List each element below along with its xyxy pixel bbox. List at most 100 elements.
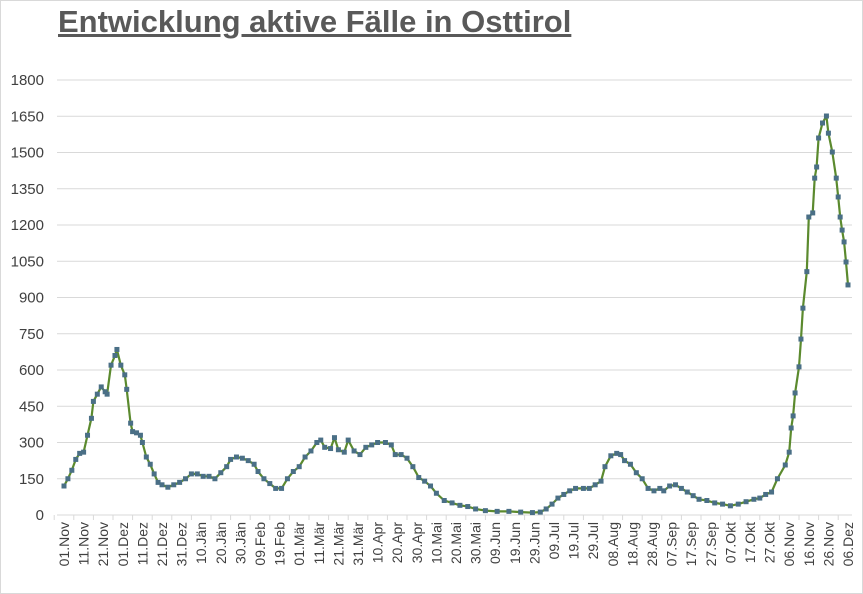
data-point-marker [318,437,324,443]
data-point-marker [416,475,422,481]
data-point-marker [382,440,388,445]
data-point-marker [194,471,200,477]
data-point-marker [351,448,357,454]
y-tick-label: 1650 [11,108,44,125]
data-point-marker [704,498,710,503]
data-point-marker [114,346,120,352]
data-point-marker [88,415,94,421]
data-point-marker [284,476,290,482]
data-point-marker [618,452,624,458]
data-point-marker [825,130,831,136]
data-point-marker [798,336,804,342]
data-point-marker [134,430,140,436]
x-tick-label: 30.Mai [468,522,484,564]
y-tick-label: 1200 [11,217,44,234]
data-point-marker [279,485,285,491]
data-point-marker [790,413,796,419]
data-point-marker [835,194,841,200]
data-point-marker [155,479,161,485]
data-point-marker [633,470,639,476]
x-tick-label: 16.Nov [801,522,817,566]
data-point-marker [537,509,543,515]
data-point-marker [331,435,337,441]
data-point-marker [77,450,83,456]
x-tick-label: 09.Jun [487,522,503,564]
data-point-marker [392,452,398,458]
x-tick-label: 27.Sep [703,522,719,567]
data-point-marker [61,483,67,489]
data-point-marker [580,485,586,491]
data-point-marker [678,485,684,491]
x-tick-label: 10.Apr [370,522,386,564]
data-point-marker [128,420,134,426]
data-point-marker [151,471,157,477]
data-point-marker [457,502,463,508]
data-point-marker [782,462,788,468]
data-point-marker [137,432,143,438]
x-tick-label: 06.Dez [840,522,856,566]
data-point-marker [98,384,104,390]
data-point-marker [328,446,334,452]
data-point-marker [727,503,733,509]
y-tick-label: 900 [19,290,44,307]
data-point-marker [357,452,363,458]
x-tick-label: 19.Feb [272,522,288,566]
x-tick-label: 19.Jul [566,522,582,559]
data-point-marker [845,282,851,288]
data-point-marker [73,456,79,462]
data-point-marker [212,476,218,482]
data-point-marker [314,440,320,445]
y-tick-label: 1350 [11,181,44,198]
data-point-marker [94,391,100,397]
data-point-marker [645,485,651,491]
data-point-marker [833,175,839,181]
data-point-marker [696,496,702,502]
data-point-marker [261,476,267,482]
x-tick-label: 19.Jun [507,522,523,564]
data-point-marker [171,482,177,488]
x-tick-label: 01.Mär [291,522,307,566]
data-point-marker [806,214,812,220]
data-point-marker [85,432,91,438]
data-point-marker [837,214,843,220]
data-point-marker [769,489,775,495]
y-tick-label: 0 [36,507,44,524]
x-tick-label: 10.Mai [428,522,444,564]
x-tick-label: 21.Nov [95,522,111,566]
data-point-marker [375,440,381,445]
data-point-marker [482,508,488,514]
data-point-marker [743,499,749,505]
data-point-marker [122,372,128,378]
data-point-marker [518,509,524,515]
data-point-marker [788,425,794,431]
data-point-marker [529,510,535,516]
data-point-marker [661,488,667,494]
data-point-marker [228,456,234,462]
x-tick-label: 20.Apr [389,522,405,564]
x-tick-label: 09.Feb [252,522,268,566]
data-point-marker [118,362,124,368]
data-point-marker [165,484,171,490]
data-point-marker [839,227,845,233]
data-point-marker [296,464,302,470]
data-point-marker [433,490,439,496]
data-point-marker [335,447,341,453]
data-point-marker [673,482,679,488]
data-point-marker [188,471,194,477]
data-point-marker [573,485,579,491]
gridlines [57,79,852,516]
data-point-marker [218,470,224,476]
data-point-marker [800,305,806,311]
x-tick-label: 29.Jul [585,522,601,559]
data-point-marker [341,449,347,455]
data-point-marker [804,269,810,275]
data-point-marker [124,386,130,392]
data-point-marker [751,496,757,502]
data-point-marker [65,476,71,482]
x-tick-label: 31.Mär [350,522,366,566]
data-point-marker [345,437,351,443]
x-tick-label: 31.Dez [174,522,190,566]
data-point-marker [473,506,479,512]
data-point-marker [720,501,726,507]
